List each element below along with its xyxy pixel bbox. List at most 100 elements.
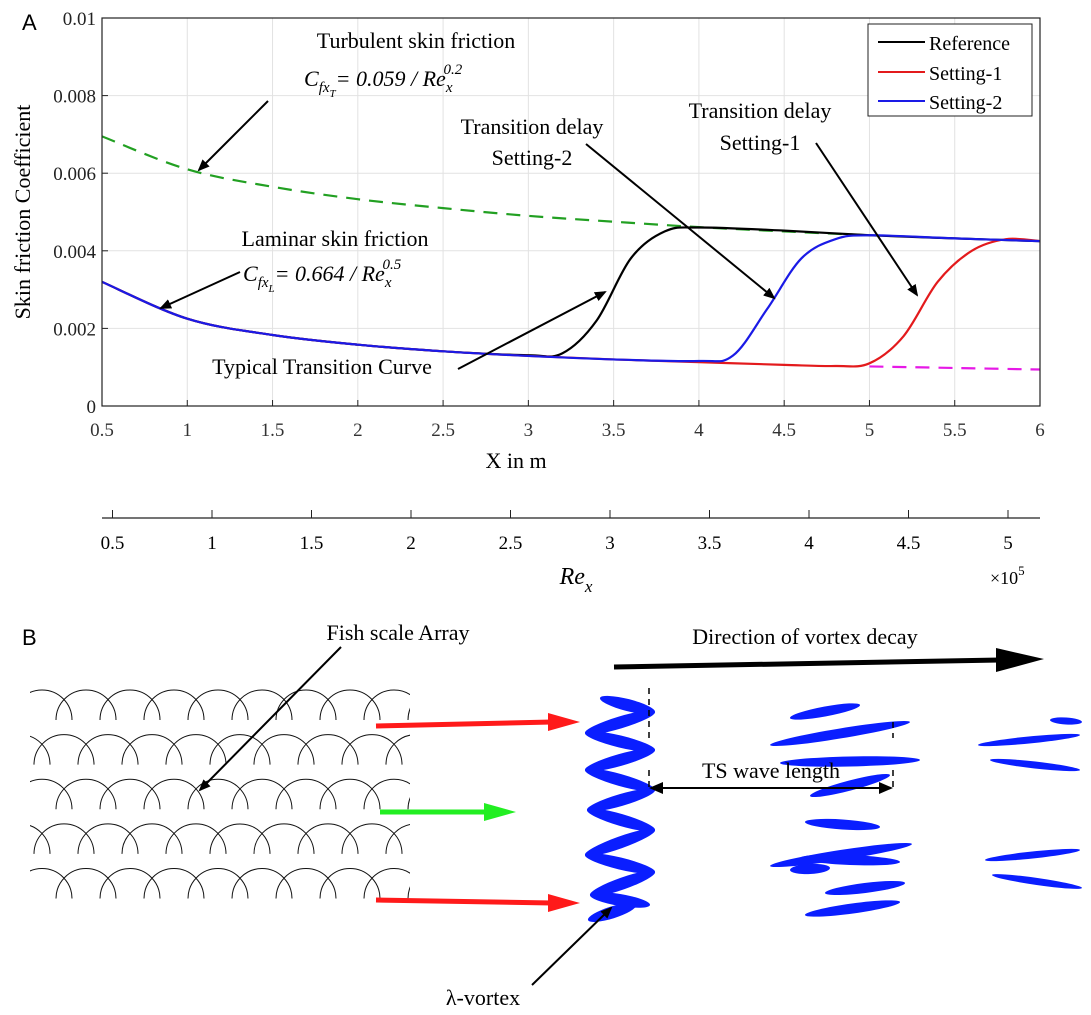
vortex-blob	[804, 900, 901, 917]
series-group	[102, 135, 1040, 371]
delay1-line2: Setting-1	[720, 130, 801, 155]
y-axis-label: Skin friction Coefficient	[10, 105, 35, 320]
fish-scale	[122, 913, 182, 943]
fish-scale	[210, 913, 270, 943]
vortex-blob	[586, 788, 656, 812]
fish-scale	[319, 778, 381, 810]
series-line-laminar-extension-dashed	[869, 365, 1040, 371]
vortex-structures	[584, 695, 1083, 922]
fish-scale	[77, 823, 139, 854]
x-tick-label: 0.5	[90, 420, 114, 441]
vortex-blob	[584, 748, 656, 772]
delay2-line2: Setting-2	[492, 145, 573, 170]
x-tick-label: 5	[865, 420, 875, 441]
lambda-vortex-label: λ-vortex	[446, 985, 520, 1010]
vortex-blob	[977, 733, 1081, 747]
fish-scale	[297, 734, 359, 765]
x-axis-label: X in m	[485, 448, 546, 473]
legend-label-reference: Reference	[929, 33, 1010, 55]
re-tick-label: 3	[605, 533, 615, 554]
lambda-vortex-arrow	[531, 906, 613, 986]
fish-scale	[165, 823, 227, 854]
fish-scale	[386, 913, 446, 943]
fish-scale	[209, 823, 271, 854]
vortex-blob	[584, 731, 656, 752]
fish-scale	[298, 913, 358, 943]
fish-scale	[407, 708, 410, 721]
y-tick-label: 0.01	[63, 9, 96, 30]
vortex-blob	[789, 703, 861, 720]
fish-scale	[430, 824, 490, 854]
x-tick-label: 3	[524, 420, 534, 441]
fish-scale	[209, 734, 271, 765]
fish-scale	[319, 689, 381, 721]
vortex-blob	[1049, 717, 1083, 725]
vortex-blob	[989, 758, 1081, 772]
fish-scale	[407, 797, 410, 810]
svg-text:CfxT= 0.059 / Rex0.2: CfxT= 0.059 / Rex0.2	[304, 62, 463, 100]
axes-frame	[101, 17, 1041, 407]
svg-text:CfxL= 0.664 / Rex0.5: CfxL= 0.664 / Rex0.5	[243, 257, 402, 295]
fish-scale	[430, 913, 490, 943]
fish-scale	[34, 913, 94, 943]
vortex-blob	[599, 695, 656, 715]
fish-scale	[408, 958, 468, 988]
vortex-blob	[589, 892, 651, 908]
fish-scale	[275, 868, 337, 899]
re-tick-label: 4.5	[897, 533, 921, 554]
vortex-blob	[586, 808, 656, 832]
fish-scale	[232, 958, 292, 988]
legend-label-setting-1: Setting-1	[929, 63, 1002, 85]
fish-scale	[30, 735, 51, 765]
delay2-line1: Transition delay	[461, 114, 604, 139]
delay1-line1: Transition delay	[689, 98, 832, 123]
fish-scale	[78, 913, 138, 943]
re-tick-label: 2	[406, 533, 416, 554]
re-multiplier: ×105	[990, 563, 1025, 588]
fish-scale	[231, 778, 293, 810]
vortex-blob	[584, 710, 656, 735]
fish-scale	[275, 778, 337, 810]
re-axis-label: Rex	[559, 564, 593, 596]
legend: Reference Setting-1 Setting-2	[867, 23, 1033, 117]
fish-scale	[0, 958, 28, 988]
flow-arrows	[375, 713, 580, 912]
fish-scale	[297, 823, 359, 854]
y-tick-label: 0.004	[53, 242, 96, 263]
fish-scale	[319, 868, 381, 899]
fish-scale	[188, 958, 248, 988]
typical-arrow	[457, 291, 607, 370]
fish-scale	[30, 689, 73, 721]
fish-scale	[0, 869, 28, 899]
laminar-title: Laminar skin friction	[242, 226, 429, 251]
delay1-arrow	[815, 142, 919, 297]
legend-label-setting-2: Setting-2	[929, 92, 1002, 114]
fish-scale	[276, 958, 336, 988]
fish-scale	[342, 913, 402, 943]
fish-scale	[55, 778, 117, 810]
fish-scale	[341, 823, 403, 854]
fish-scale	[30, 778, 73, 810]
fish-scale	[0, 690, 28, 720]
y-tick-label: 0.002	[53, 319, 96, 340]
fish-scale	[143, 868, 205, 899]
vortex-blob	[984, 848, 1081, 862]
fish-scale-arrow	[198, 646, 342, 792]
fish-scale	[254, 913, 314, 943]
x-tick-label: 2.5	[431, 420, 455, 441]
fish-scale	[187, 778, 249, 810]
x-tick-label: 1	[183, 420, 193, 441]
fish-scale	[430, 735, 490, 765]
fish-scale	[100, 958, 160, 988]
fish-scale	[385, 734, 410, 765]
x-tick-label: 1.5	[261, 420, 285, 441]
re-tick-label: 1	[207, 533, 217, 554]
vortex-decay-label: Direction of vortex decay	[692, 624, 917, 649]
x-tick-labels: 0.5 1 1.5 2 2.5 3 3.5 4 4.5 5 5.5 6	[90, 400, 1045, 441]
vortex-blob	[991, 874, 1083, 889]
fish-scale	[33, 734, 95, 765]
vortex-blob	[584, 768, 656, 792]
fish-scale	[407, 886, 410, 899]
x-tick-label: 5.5	[943, 420, 967, 441]
